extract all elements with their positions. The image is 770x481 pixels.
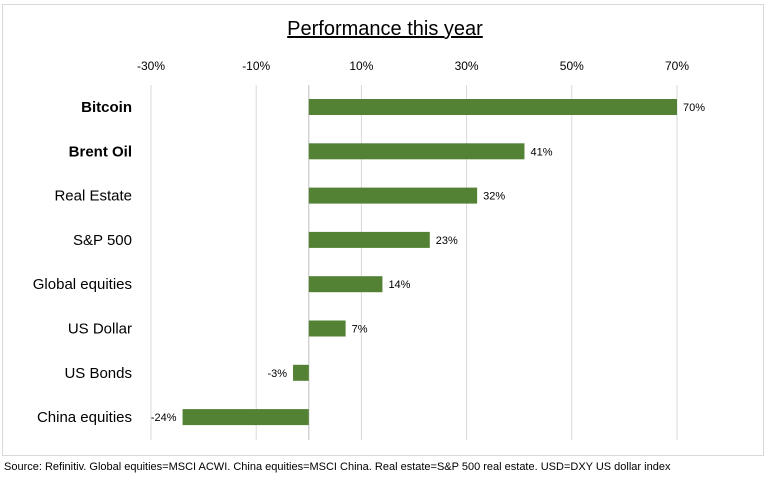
bar [308, 99, 677, 115]
data-label: -3% [267, 368, 287, 380]
x-tick-label: 70% [665, 59, 689, 73]
data-label: 41% [530, 146, 552, 158]
bar [182, 409, 309, 426]
source-note: Source: Refinitiv. Global equities=MSCI … [4, 461, 671, 473]
category-label: Brent Oil [69, 143, 132, 160]
bar [308, 276, 383, 293]
category-label: China equities [37, 409, 132, 426]
chart-title: Performance this year [287, 18, 483, 40]
chart-frame [2, 4, 764, 456]
data-label: 70% [683, 102, 705, 114]
x-tick-label: 50% [560, 59, 584, 73]
data-label: 7% [352, 324, 368, 336]
category-label: Global equities [33, 276, 132, 293]
category-label: US Bonds [64, 365, 132, 382]
bar [308, 143, 525, 160]
category-label: S&P 500 [73, 232, 132, 249]
bar [308, 231, 430, 248]
data-label: 23% [436, 235, 458, 247]
category-label: US Dollar [68, 321, 132, 338]
x-tick-label: 10% [349, 59, 373, 73]
bar [308, 187, 478, 204]
bar [293, 364, 309, 381]
x-tick-label: -30% [137, 59, 165, 73]
category-label: Real Estate [54, 188, 132, 205]
category-label: Bitcoin [81, 99, 132, 116]
data-label: 32% [483, 191, 505, 203]
x-tick-label: -10% [242, 59, 270, 73]
bar [308, 320, 346, 337]
data-label: 14% [388, 279, 410, 291]
data-label: -24% [151, 412, 177, 424]
x-tick-label: 30% [455, 59, 479, 73]
